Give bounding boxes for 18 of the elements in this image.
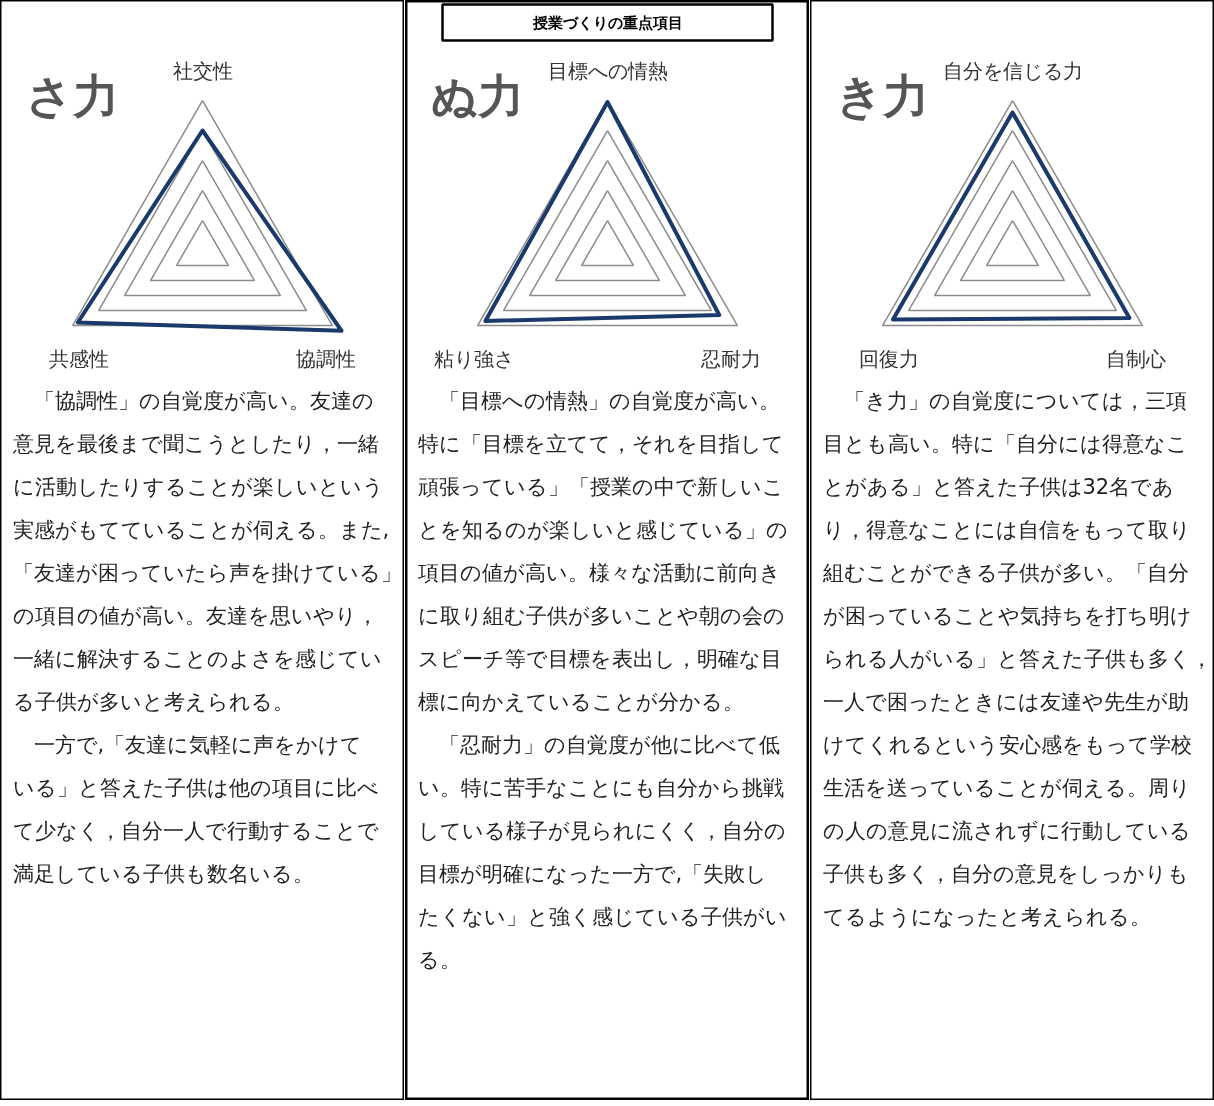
spoke-label: 回復力 <box>859 346 920 371</box>
spoke-label: 自分を信じる力 <box>942 58 1083 83</box>
text: 「協調性」の自覚度が高い。友達の意見を最後まで聞こうとしたり，一緒に活動したりすることが楽しいという実感がもてていることが伺える。また,「友達が困っていたら声を掛けている」の項目の値が高い。友達を思いやり，一緒に解決することのよさを感じている子供が多いと考えられる。 <box>11 388 402 714</box>
text: 「き力」の自覚度については，三項目とも高い。特に「自分には得意なことがある」と答えた子供は32名であり，得意なことには自信をもって取り組むことができる子供が多い。「自分が困っていることや気持ちを打ち明けられる人がいる」と答えた子供も多く，一人で困ったときには友達や先生が助けてくれるという安心感をもって学校生活を送っていることが伺える。周りの人の意見に流されずに行動している子供も多く，自分の意見をしっかりもてるようになったと考えられる。 <box>822 388 1212 929</box>
chart-title: さ力 <box>25 68 119 123</box>
spoke-label: 共感性 <box>49 346 110 371</box>
chart-title: き力 <box>835 68 929 123</box>
text: 一方で,「友達に気軽に声をかけている」と答えた子供は他の項目に比べて少なく，自分一人で行動することで満足している子供も数名いる。 <box>12 732 379 886</box>
text: 「忍耐力」の自覚度が他に比べて低い。特に苦手なことにも自分から挑戦している様子が見られにくく，自分の目標が明確になった一方で,「失敗したくない」と強く感じている子供がいる。 <box>417 732 787 972</box>
chart-subtitle: 授業づくりの重点項目 <box>531 13 683 32</box>
spoke-label: 忍耐力 <box>699 346 761 371</box>
text: 「目標への情熱」の自覚度が高い。特に「目標を立てて，それを目指して頑張っている」「授業の中で新しいことを知るのが楽しいと感じている」の項目の値が高い。様々な活動に前向きに取り組む子供が多いことや朝の会のスピーチ等で目標を表出し，明確な目標に向かえていることが分かる。 <box>416 388 788 714</box>
spoke-label: 自制心 <box>1105 346 1166 371</box>
spoke-label: 協調性 <box>295 346 356 371</box>
spoke-label: 社交性 <box>172 58 233 83</box>
spoke-label: 目標への情熱 <box>547 58 668 83</box>
spoke-label: 粘り強さ <box>434 346 515 371</box>
chart-title: ぬ力 <box>430 68 524 123</box>
